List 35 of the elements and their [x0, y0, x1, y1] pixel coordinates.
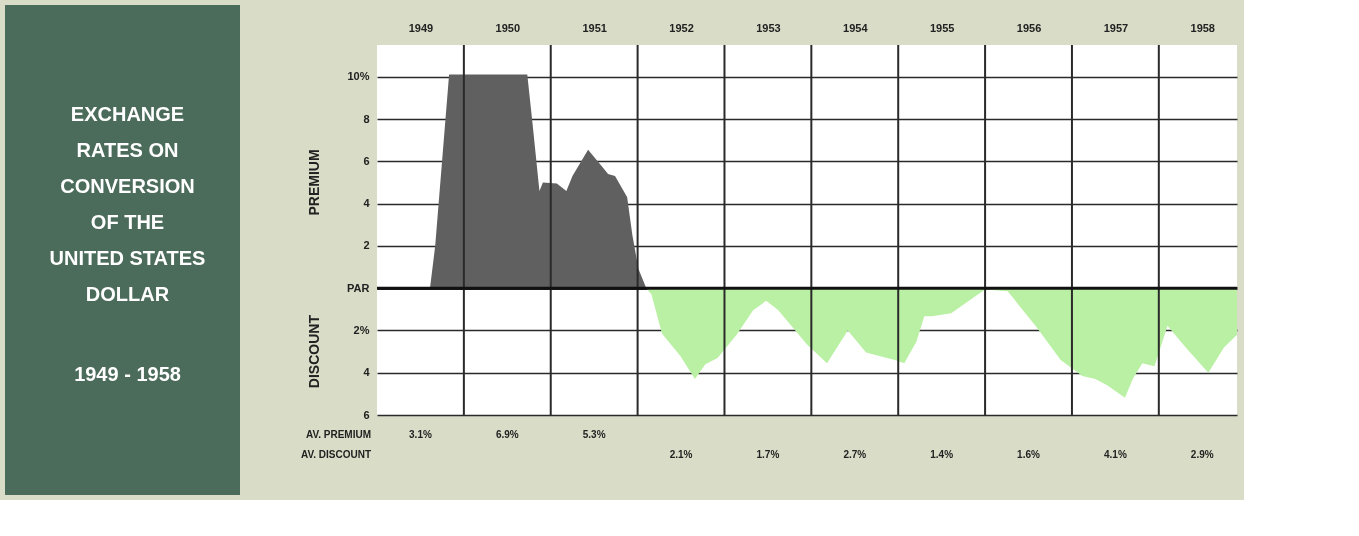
y-tick-label: 4	[363, 366, 371, 379]
y-tick-label: 4	[363, 197, 371, 210]
text: 1.6%	[1017, 449, 1041, 460]
text: 2.7%	[843, 449, 867, 460]
text: DISCOUNT	[306, 314, 322, 389]
text: 5.3%	[582, 429, 606, 440]
text: 6.9%	[495, 429, 519, 440]
text: 4.1%	[1103, 449, 1127, 460]
y-tick-label: 2%	[353, 323, 370, 336]
y-tick-label: 6	[363, 408, 370, 421]
y-tick-label: PAR	[347, 281, 370, 294]
text: EXCHANGE RATES ON CONVERSION OF THE UNITED STATES DOLLAR	[49, 103, 206, 305]
y-tick-label: 8	[363, 112, 370, 125]
text: 2.9%	[1190, 449, 1214, 460]
x-tick-label: 1950	[495, 21, 521, 34]
x-tick-label: 1958	[1190, 21, 1215, 34]
text: AV. DISCOUNT	[300, 449, 371, 460]
y-tick-label: 6	[363, 154, 370, 167]
x-tick-label: 1949	[408, 21, 434, 34]
y-axis-title: PREMIUM	[306, 149, 322, 216]
text: 2.1%	[669, 449, 693, 460]
text: 1.4%	[930, 449, 954, 460]
text: 3.1%	[409, 429, 432, 440]
text: AV. PREMIUM	[305, 429, 371, 440]
text: 1949 - 1958	[74, 363, 181, 385]
y-tick-label: 10%	[347, 70, 370, 83]
x-tick-label: 1952	[669, 21, 694, 34]
x-tick-label: 1954	[843, 21, 869, 34]
x-tick-label: 1957	[1103, 21, 1129, 34]
text: 1.7%	[756, 449, 780, 460]
x-tick-label: 1953	[756, 21, 781, 34]
x-tick-label: 1955	[929, 21, 955, 34]
x-tick-label: 1956	[1016, 21, 1042, 34]
y-tick-label: 2	[363, 239, 370, 252]
x-tick-label: 1951	[582, 21, 607, 34]
